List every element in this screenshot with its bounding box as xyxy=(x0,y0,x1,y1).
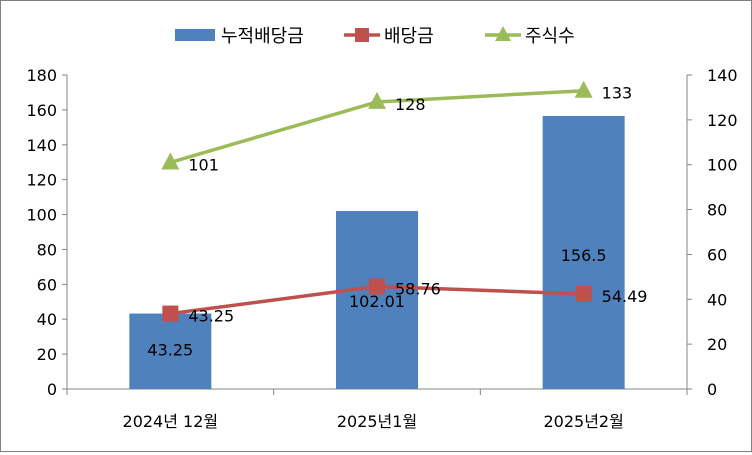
legend: 누적배당금 배당금 주식수 xyxy=(175,26,575,47)
dividend-marker xyxy=(575,285,592,302)
dividend-data-label: 58.76 xyxy=(395,279,441,298)
y-right-tick-label: 80 xyxy=(707,201,727,220)
y-right-tick-label: 140 xyxy=(707,66,738,85)
dividend-marker xyxy=(162,305,179,322)
y-left-tick-label: 40 xyxy=(37,310,57,329)
legend-label: 주식수 xyxy=(525,26,575,47)
y-left-tick-label: 0 xyxy=(47,380,57,399)
legend-label: 배당금 xyxy=(384,26,434,47)
y-right-tick-label: 40 xyxy=(707,290,727,309)
shares-marker xyxy=(574,80,593,98)
y-right-tick-label: 0 xyxy=(707,380,717,399)
y-right-tick-label: 60 xyxy=(707,245,727,264)
legend-swatch-bar xyxy=(175,29,215,41)
legend-swatch-marker xyxy=(355,28,369,42)
y-left-tick-label: 160 xyxy=(26,101,57,120)
line-series xyxy=(161,80,593,322)
y-left-tick-label: 80 xyxy=(37,240,57,259)
bar-series xyxy=(129,115,625,389)
x-category-label: 2024년 12월 xyxy=(123,412,219,431)
bar-cumulative-dividend xyxy=(542,115,625,389)
dividend-marker xyxy=(369,278,385,295)
y-left-tick-label: 20 xyxy=(37,345,57,364)
bar-data-label: 102.01 xyxy=(349,292,405,311)
legend-swatch-marker xyxy=(495,26,511,41)
bar-data-label: 156.5 xyxy=(561,246,607,265)
y-left-tick-label: 60 xyxy=(37,275,57,294)
shares-data-label: 101 xyxy=(188,155,219,174)
data-labels: 43.25 102.01 156.5 43.25 58.76 54.49 101 128 133 xyxy=(147,84,647,360)
bar-data-label: 43.25 xyxy=(147,341,193,360)
y-left-tick-label: 100 xyxy=(26,206,57,225)
dividend-data-label: 43.25 xyxy=(188,307,234,326)
shares-data-label: 133 xyxy=(602,84,633,103)
shares-marker xyxy=(161,152,180,170)
y-left-tick-label: 120 xyxy=(26,171,57,190)
shares-data-label: 128 xyxy=(395,95,426,114)
y-right-tick-label: 100 xyxy=(707,156,738,175)
dividend-data-label: 54.49 xyxy=(602,287,648,306)
x-category-label: 2025년1월 xyxy=(337,412,417,431)
y-left-tick-label: 180 xyxy=(26,66,57,85)
shares-marker xyxy=(368,91,386,109)
y-right-tick-label: 20 xyxy=(707,335,727,354)
y-left-tick-label: 140 xyxy=(26,136,57,155)
legend-label: 누적배당금 xyxy=(221,26,304,47)
x-category-label: 2025년2월 xyxy=(543,412,623,431)
bar-cumulative-dividend xyxy=(129,313,212,389)
bar-cumulative-dividend xyxy=(336,211,418,389)
y-right-tick-label: 120 xyxy=(707,111,738,130)
